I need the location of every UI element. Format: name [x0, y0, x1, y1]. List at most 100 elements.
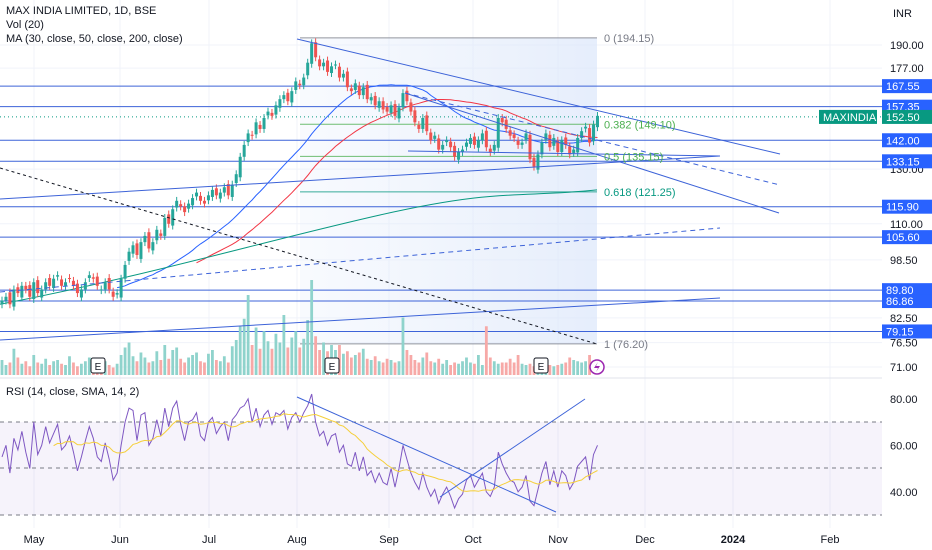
candle	[119, 278, 123, 298]
volume-bar	[357, 352, 361, 375]
candle	[349, 88, 353, 92]
candle	[524, 133, 528, 140]
price-level-tag	[882, 294, 932, 309]
volume-bar	[36, 362, 40, 375]
candle	[290, 91, 294, 103]
volume-bar	[175, 347, 179, 375]
candle	[60, 279, 64, 286]
currency-label[interactable]: INR	[893, 8, 912, 20]
candle	[341, 73, 345, 78]
volume-bar	[580, 362, 584, 375]
candle	[544, 133, 548, 140]
earnings-label: E	[329, 362, 336, 373]
volume-bar	[107, 365, 111, 375]
candle	[24, 285, 28, 290]
trendline	[404, 92, 781, 186]
candle	[294, 81, 298, 90]
candle	[75, 283, 79, 294]
symbol-title[interactable]: MAX INDIA LIMITED, 1D, BSE	[6, 5, 157, 17]
price-level-tag	[882, 79, 932, 94]
volume-legend[interactable]: Vol (20)	[6, 19, 44, 31]
volume-bar	[115, 363, 119, 375]
candle	[596, 115, 599, 128]
volume-bar	[167, 358, 171, 375]
candle	[409, 102, 413, 112]
candle	[230, 184, 234, 197]
volume-bar	[345, 351, 349, 375]
volume-bar	[552, 366, 556, 375]
candle	[353, 83, 357, 90]
candle	[560, 140, 564, 152]
candle	[310, 43, 314, 64]
candle	[139, 242, 143, 259]
candle	[127, 251, 131, 261]
volume-bar	[477, 355, 480, 375]
candle	[500, 117, 504, 123]
time-axis	[0, 528, 932, 550]
volume-bar	[183, 362, 187, 375]
price-level-tag	[882, 154, 932, 169]
candle	[476, 140, 480, 148]
candle	[52, 278, 56, 288]
candle	[429, 132, 433, 141]
price-tick-label: 71.00	[890, 362, 918, 374]
volume-bar	[191, 355, 194, 375]
volume-bar	[16, 357, 20, 375]
candle	[147, 232, 151, 249]
rsi-legend[interactable]: RSI (14, close, SMA, 14, 2)	[6, 386, 140, 398]
volume-bar	[226, 362, 230, 375]
candle	[488, 148, 492, 152]
volume-bar	[437, 358, 441, 375]
volume-bar	[274, 333, 278, 375]
volume-bar	[282, 315, 286, 375]
price-tick-label: 190.00	[890, 40, 924, 52]
candle	[214, 188, 218, 196]
volume-bar	[151, 361, 155, 375]
volume-bar	[52, 361, 56, 375]
earnings-label: E	[538, 362, 545, 373]
volume-bar	[445, 360, 449, 375]
candle	[413, 110, 417, 123]
candle	[8, 292, 12, 305]
candle	[83, 282, 87, 290]
ma-legend[interactable]: MA (30, close, 50, close, 200, close)	[6, 33, 183, 45]
candle	[302, 77, 306, 86]
candle	[373, 95, 377, 106]
time-tick-label: Dec	[635, 534, 655, 546]
candle	[262, 117, 266, 129]
volume-bar	[298, 347, 302, 375]
volume-bar	[377, 361, 381, 375]
candle	[226, 184, 230, 196]
candle	[345, 71, 349, 88]
candle	[496, 117, 500, 148]
candle	[361, 87, 365, 96]
price-level-label: 105.60	[886, 232, 920, 244]
candle	[91, 277, 95, 279]
volume-bar	[310, 280, 314, 375]
candle	[314, 42, 318, 58]
earnings-marker	[533, 357, 549, 374]
candle	[32, 282, 36, 300]
volume-bar	[413, 360, 417, 375]
volume-bar	[266, 341, 270, 375]
volume-bar	[421, 357, 425, 375]
volume-bar	[425, 352, 429, 375]
volume-bar	[218, 361, 222, 375]
volume-bar	[246, 295, 250, 375]
price-level-tag	[882, 133, 932, 148]
volume-bar	[381, 362, 385, 375]
candle	[480, 133, 484, 141]
candle	[234, 174, 238, 184]
trendline	[0, 155, 721, 200]
candle	[87, 275, 91, 279]
volume-bar	[369, 360, 373, 375]
candle	[468, 137, 472, 144]
candle	[48, 278, 52, 286]
volume-bar	[211, 350, 214, 375]
fibonacci-label: 0.618 (121.25)	[604, 187, 676, 199]
volume-bar	[290, 337, 294, 375]
candle	[191, 198, 195, 206]
candle	[171, 209, 175, 226]
candle	[393, 104, 397, 116]
